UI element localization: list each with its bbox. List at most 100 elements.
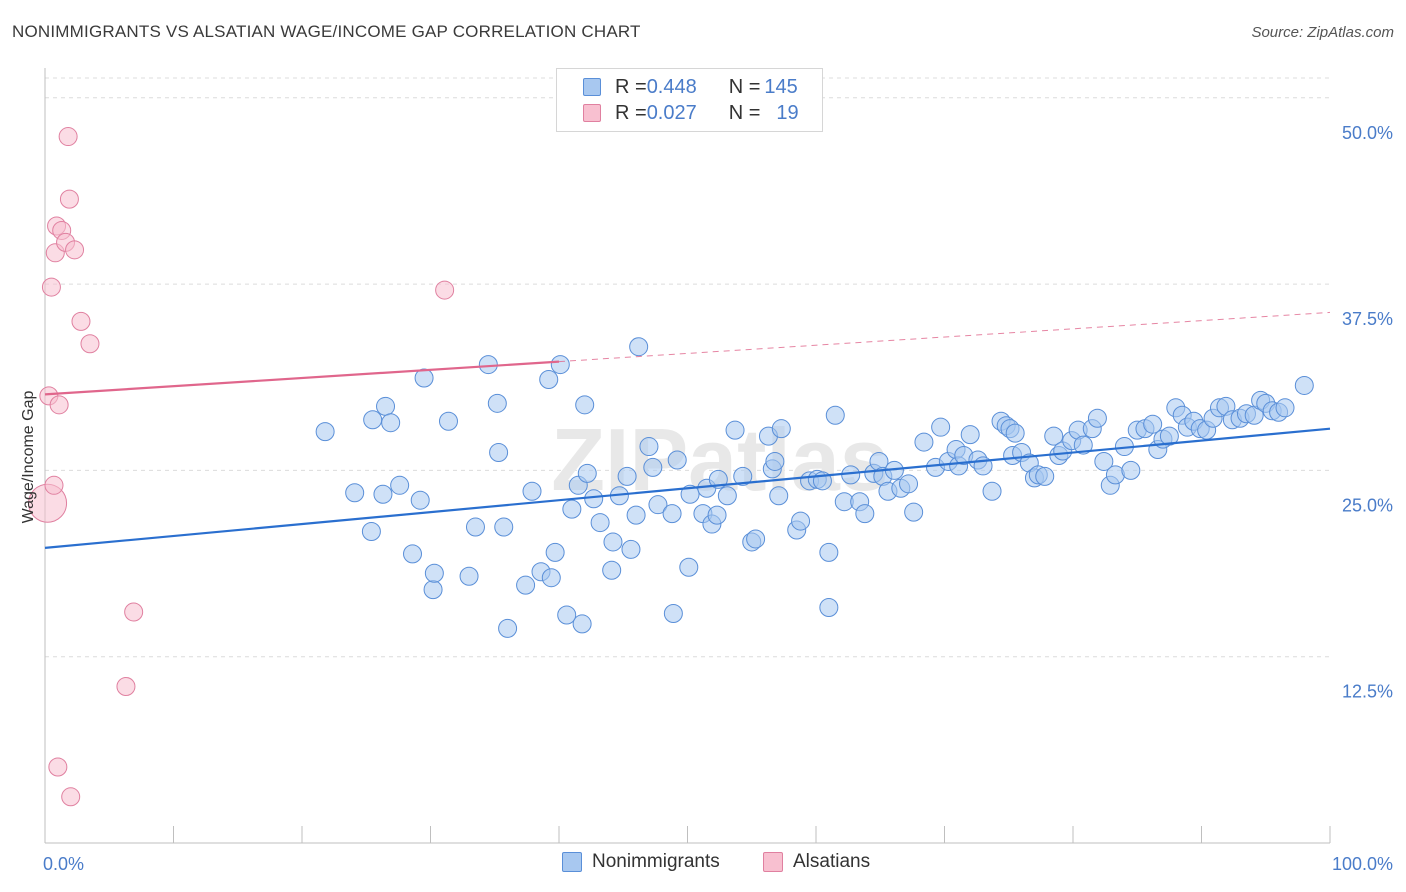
point-nonimmigrants	[1143, 414, 1163, 434]
point-nonimmigrants	[403, 544, 423, 564]
point-nonimmigrants	[1073, 435, 1093, 455]
point-nonimmigrants	[539, 369, 559, 389]
point-nonimmigrants	[746, 529, 766, 549]
point-nonimmigrants	[494, 517, 514, 537]
point-nonimmigrants	[819, 542, 839, 562]
point-nonimmigrants	[1121, 460, 1141, 480]
point-nonimmigrants	[629, 337, 649, 357]
legend-swatch-alsatians	[583, 104, 601, 122]
point-nonimmigrants	[489, 443, 509, 463]
point-nonimmigrants	[1005, 423, 1025, 443]
point-nonimmigrants	[825, 405, 845, 425]
point-nonimmigrants	[584, 489, 604, 509]
point-nonimmigrants	[557, 605, 577, 625]
y-tick-label: 37.5%	[1342, 309, 1393, 329]
point-nonimmigrants	[424, 563, 444, 583]
point-nonimmigrants	[679, 557, 699, 577]
point-alsatians	[59, 189, 79, 209]
point-alsatians	[65, 240, 85, 260]
point-nonimmigrants	[717, 486, 737, 506]
y-axis-label: Wage/Income Gap	[20, 391, 37, 524]
point-nonimmigrants	[1087, 408, 1107, 428]
point-alsatians	[435, 280, 455, 300]
point-nonimmigrants	[562, 499, 582, 519]
point-nonimmigrants	[545, 542, 565, 562]
legend-n-label: N =	[728, 75, 761, 98]
point-nonimmigrants	[572, 614, 592, 634]
stats-legend: R = 0.448 N = 145 R = 0.027 N = 19	[556, 68, 823, 132]
series-legend-alsatians[interactable]: Alsatians	[763, 851, 870, 873]
chart-source: Source: ZipAtlas.com	[1251, 24, 1394, 41]
point-nonimmigrants	[575, 395, 595, 415]
point-alsatians	[124, 602, 144, 622]
point-nonimmigrants	[361, 522, 381, 542]
point-nonimmigrants	[1035, 466, 1055, 486]
legend-row-nonimmigrants: R = 0.448 N = 145	[583, 74, 798, 100]
point-nonimmigrants	[381, 413, 401, 433]
point-alsatians	[48, 757, 68, 777]
point-nonimmigrants	[522, 481, 542, 501]
point-nonimmigrants	[769, 486, 789, 506]
point-alsatians	[61, 787, 81, 807]
point-nonimmigrants	[1094, 451, 1114, 471]
point-nonimmigrants	[1044, 426, 1064, 446]
point-nonimmigrants	[733, 466, 753, 486]
point-nonimmigrants	[765, 451, 785, 471]
point-nonimmigrants	[577, 463, 597, 483]
series-legend-nonimmigrants[interactable]: Nonimmigrants	[562, 851, 720, 873]
point-nonimmigrants	[617, 466, 637, 486]
point-nonimmigrants	[707, 505, 727, 525]
point-nonimmigrants	[550, 355, 570, 375]
series-legend: Nonimmigrants Alsatians	[0, 851, 1406, 879]
point-nonimmigrants	[914, 432, 934, 452]
point-nonimmigrants	[931, 417, 951, 437]
legend-n-value: 145	[764, 75, 798, 98]
point-nonimmigrants	[899, 474, 919, 494]
point-nonimmigrants	[621, 539, 641, 559]
y-tick-label: 12.5%	[1342, 682, 1393, 702]
point-nonimmigrants	[390, 475, 410, 495]
legend-r-value: 0.027	[646, 101, 697, 124]
point-nonimmigrants	[498, 618, 518, 638]
point-nonimmigrants	[708, 469, 728, 489]
point-nonimmigrants	[663, 603, 683, 623]
point-nonimmigrants	[465, 517, 485, 537]
trend-layer	[44, 311, 1331, 549]
point-nonimmigrants	[345, 483, 365, 503]
point-nonimmigrants	[982, 481, 1002, 501]
point-nonimmigrants	[516, 575, 536, 595]
point-nonimmigrants	[960, 425, 980, 445]
point-nonimmigrants	[487, 393, 507, 413]
point-nonimmigrants	[603, 532, 623, 552]
point-nonimmigrants	[478, 355, 498, 375]
legend-r-value: 0.448	[646, 75, 697, 98]
point-alsatians	[116, 677, 136, 697]
axis-layer: 12.5% 25.0% 37.5% 50.0% 0.0% 100.0%	[43, 68, 1393, 874]
x-tick-label: 0.0%	[43, 854, 84, 874]
legend-row-alsatians: R = 0.027 N = 19	[583, 100, 799, 126]
point-nonimmigrants	[1275, 398, 1295, 418]
point-nonimmigrants	[648, 495, 668, 515]
point-nonimmigrants	[643, 457, 663, 477]
point-nonimmigrants	[438, 411, 458, 431]
point-nonimmigrants	[590, 513, 610, 533]
point-nonimmigrants	[1294, 375, 1314, 395]
series-label-nonimmigrants: Nonimmigrants	[592, 851, 720, 872]
series-swatch-nonimmigrants	[562, 852, 582, 872]
point-nonimmigrants	[855, 504, 875, 524]
point-alsatians	[71, 311, 91, 331]
chart-title: NONIMMIGRANTS VS ALSATIAN WAGE/INCOME GA…	[12, 22, 641, 41]
legend-n-label: N =	[728, 101, 761, 124]
point-nonimmigrants	[541, 568, 561, 588]
point-nonimmigrants	[841, 465, 861, 485]
point-alsatians	[41, 277, 61, 297]
point-nonimmigrants	[626, 505, 646, 525]
point-alsatians	[80, 334, 100, 354]
point-nonimmigrants	[414, 368, 434, 388]
point-nonimmigrants	[423, 580, 443, 600]
legend-r-label: R =	[615, 101, 647, 124]
point-nonimmigrants	[791, 511, 811, 531]
point-nonimmigrants	[315, 422, 335, 442]
trendline-alsatians-extension	[558, 311, 1331, 363]
